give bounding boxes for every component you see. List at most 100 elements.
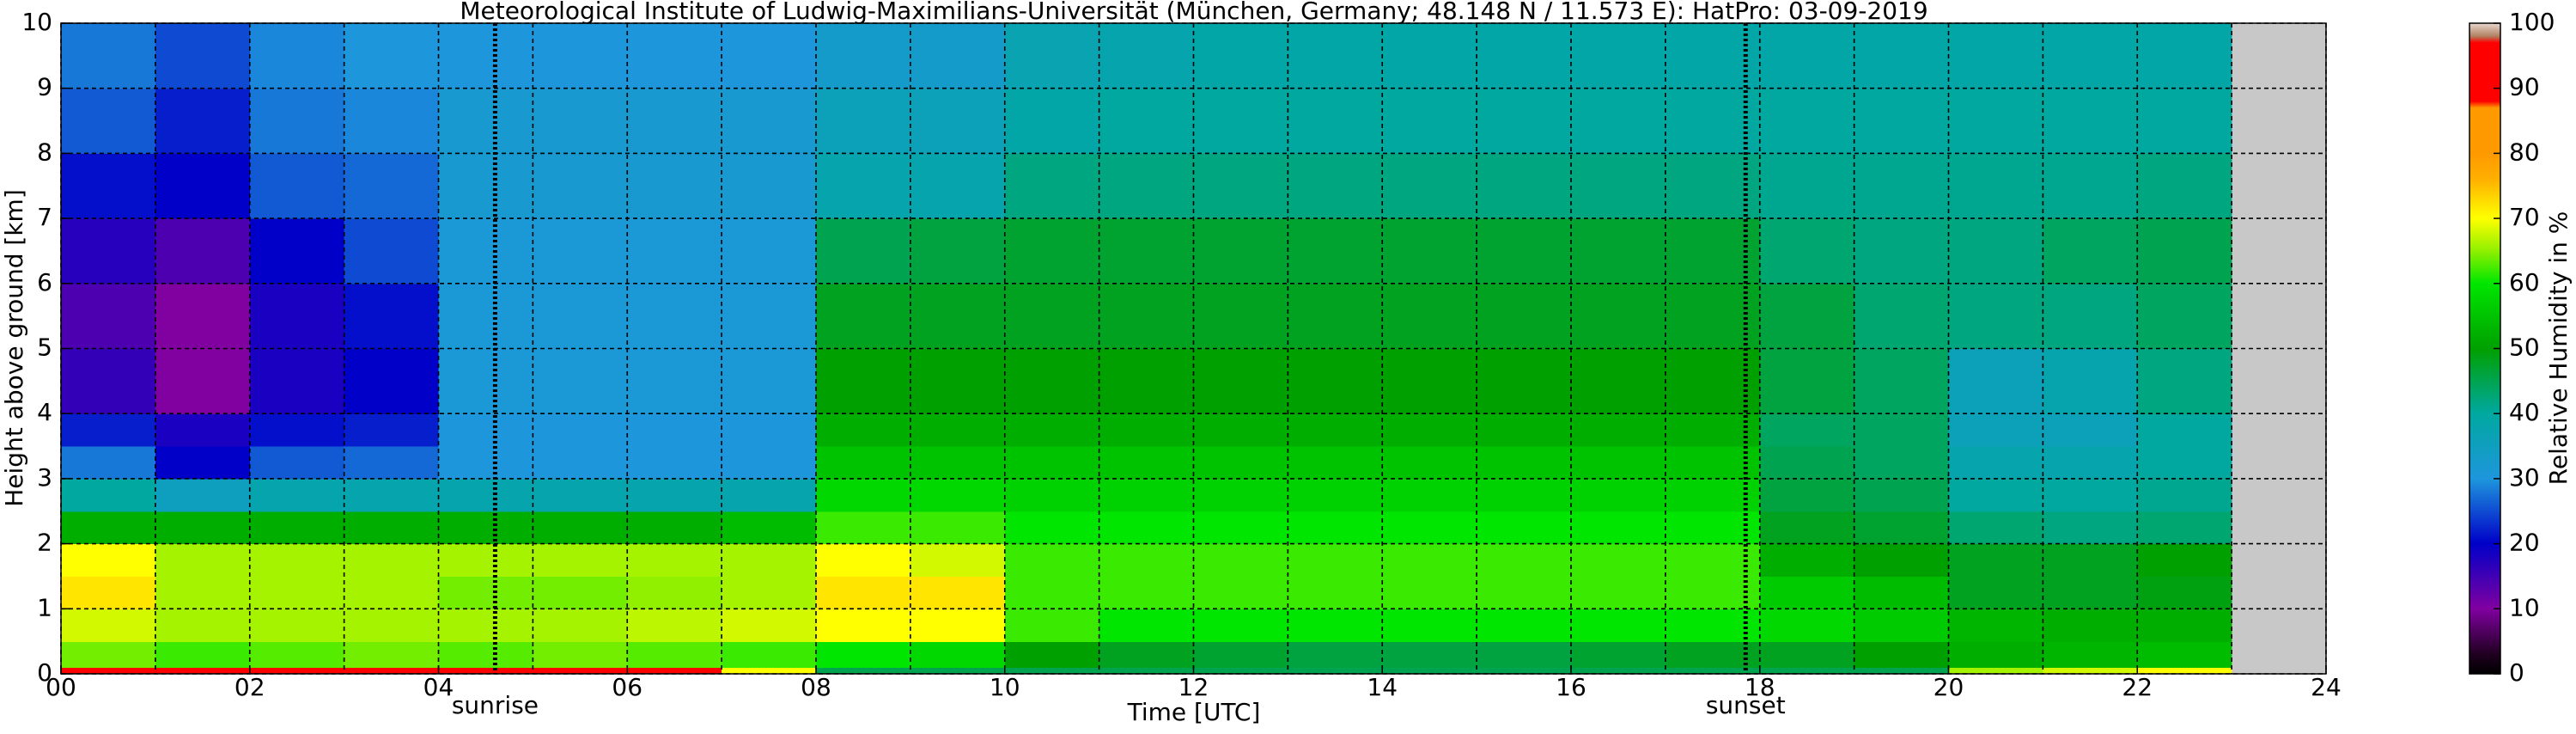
heatmap-cell — [438, 543, 533, 578]
annotation-label: sunrise — [452, 691, 539, 719]
heatmap-cell — [249, 23, 345, 89]
heatmap-cell — [816, 667, 911, 675]
heatmap-cell — [1759, 667, 1855, 675]
heatmap-cell — [344, 153, 440, 219]
heatmap-cell — [1759, 348, 1855, 414]
heatmap-cell — [816, 88, 911, 154]
heatmap-cell — [1854, 576, 1950, 609]
heatmap-cell — [1382, 446, 1477, 480]
heatmap-cell — [722, 543, 817, 578]
x-tick-label: 16 — [1556, 673, 1586, 701]
heatmap-cell — [438, 218, 533, 284]
heatmap-cell — [816, 576, 911, 609]
heatmap-cell — [2137, 413, 2232, 447]
heatmap-cell — [1854, 641, 1950, 669]
heatmap-cell — [1382, 413, 1477, 447]
heatmap-cell — [344, 609, 440, 642]
heatmap-cell — [61, 511, 156, 545]
heatmap-cell — [1193, 641, 1288, 669]
heatmap-cell — [1477, 543, 1572, 578]
heatmap-cell — [1382, 511, 1477, 545]
heatmap-cell — [61, 446, 156, 480]
heatmap-cell — [1854, 283, 1950, 350]
heatmap-cell — [438, 609, 533, 642]
x-tick-label: 06 — [612, 673, 642, 701]
heatmap-cell — [1759, 218, 1855, 284]
heatmap-cell — [249, 667, 345, 675]
heatmap-cell — [1477, 153, 1572, 219]
x-tick-label: 18 — [1745, 673, 1775, 701]
heatmap-cell — [1193, 511, 1288, 545]
heatmap-cell — [1948, 413, 2043, 447]
heatmap-cell — [2137, 576, 2232, 609]
heatmap-cell — [1477, 641, 1572, 669]
heatmap-cell — [1948, 543, 2043, 578]
heatmap-cell — [1004, 348, 1100, 414]
y-tick-label: 9 — [37, 73, 52, 101]
heatmap-cell — [2043, 641, 2138, 669]
heatmap-cell — [1854, 88, 1950, 154]
heatmap-cell — [722, 88, 817, 154]
heatmap-cell — [627, 446, 722, 480]
heatmap-cell — [155, 511, 251, 545]
heatmap-cell — [816, 641, 911, 669]
heatmap-cell — [61, 609, 156, 642]
heatmap-cell — [1382, 153, 1477, 219]
heatmap-cell — [816, 543, 911, 578]
heatmap-cell — [1665, 609, 1761, 642]
annotation-label: sunset — [1706, 691, 1786, 719]
heatmap-cell — [1099, 446, 1195, 480]
heatmap-cell — [1099, 283, 1195, 350]
heatmap-cell — [1571, 576, 1666, 609]
heatmap-cell — [1571, 446, 1666, 480]
heatmap-cell — [438, 153, 533, 219]
x-tick-label: 00 — [46, 673, 76, 701]
heatmap-cell — [533, 218, 628, 284]
heatmap-cell — [1948, 153, 2043, 219]
x-tick-label: 14 — [1367, 673, 1398, 701]
heatmap-cell — [1571, 667, 1666, 675]
heatmap-cell — [1099, 478, 1195, 512]
y-tick-label: 7 — [37, 203, 52, 231]
heatmap-cell — [1948, 218, 2043, 284]
heatmap-cell — [1382, 543, 1477, 578]
heatmap-cell — [1004, 413, 1100, 447]
heatmap-cell — [1382, 283, 1477, 350]
heatmap-cell — [1948, 446, 2043, 480]
heatmap-cell — [722, 218, 817, 284]
heatmap-cell — [2137, 283, 2232, 350]
heatmap-cell — [533, 576, 628, 609]
heatmap-cell — [1099, 576, 1195, 609]
heatmap-cell — [1004, 641, 1100, 669]
heatmap-cell — [249, 511, 345, 545]
heatmap-cell — [1665, 667, 1761, 675]
heatmap-cell — [1004, 478, 1100, 512]
heatmap-cell — [533, 283, 628, 350]
heatmap-cell — [1382, 641, 1477, 669]
x-tick-label: 20 — [1934, 673, 1964, 701]
x-tick-label: 10 — [990, 673, 1020, 701]
colorbar-tick-label: 20 — [2509, 529, 2540, 557]
heatmap-cell — [1099, 543, 1195, 578]
y-tick-label: 1 — [37, 593, 52, 621]
heatmap-cell — [155, 218, 251, 284]
heatmap-cell — [438, 23, 533, 89]
heatmap-cell — [1854, 413, 1950, 447]
heatmap-cell — [1193, 543, 1288, 578]
heatmap-cell — [627, 511, 722, 545]
heatmap-cell — [61, 543, 156, 578]
heatmap-cell — [1288, 641, 1383, 669]
heatmap-cell — [1099, 667, 1195, 675]
heatmap-cell — [1193, 667, 1288, 675]
heatmap-cell — [1948, 511, 2043, 545]
colorbar-tick-label: 40 — [2509, 398, 2540, 426]
heatmap-cell — [1948, 667, 2043, 675]
y-tick-label: 6 — [37, 268, 52, 297]
heatmap-cell — [816, 446, 911, 480]
heatmap-cell — [722, 667, 817, 675]
heatmap-cell — [2137, 218, 2232, 284]
heatmap-cell — [249, 478, 345, 512]
heatmap-cell — [627, 641, 722, 669]
heatmap-cell — [438, 641, 533, 669]
heatmap-cell — [61, 348, 156, 414]
